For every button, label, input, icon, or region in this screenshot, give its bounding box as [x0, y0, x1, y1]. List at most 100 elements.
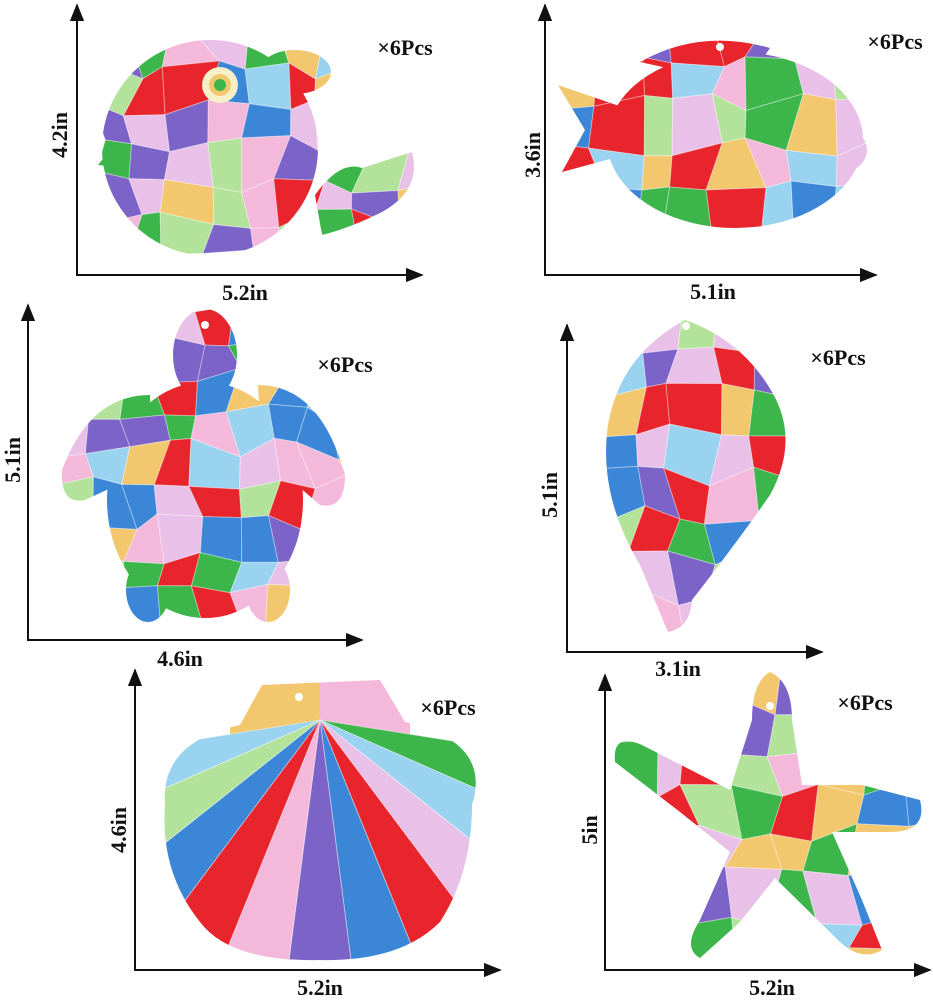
mosaic-patch	[87, 550, 125, 589]
quantity: ×6Pcs	[810, 345, 866, 370]
mosaic-patch	[347, 475, 375, 517]
mosaic-patch	[98, 139, 133, 180]
mosaic-patch	[303, 309, 343, 337]
mosaic-patch	[642, 320, 683, 354]
mosaic-patch	[82, 309, 120, 350]
mosaic-patch	[397, 211, 414, 256]
mosaic-patch	[638, 40, 672, 64]
mosaic-patch	[244, 40, 290, 70]
mosaic-patch	[296, 585, 345, 622]
mosaic-patch	[766, 714, 826, 758]
mosaic-patch	[744, 596, 786, 632]
mosaic-patch	[828, 214, 867, 228]
mosaic-patch	[240, 103, 292, 139]
mosaic-patch	[61, 338, 91, 378]
height: 3.6in	[520, 132, 545, 178]
mosaic-patch	[630, 215, 684, 228]
craft-shape	[164, 680, 476, 961]
axis-arrows	[537, 3, 878, 283]
mosaic-patch	[680, 916, 737, 958]
mosaic-patch	[118, 309, 162, 342]
mosaic-patch	[826, 40, 867, 66]
mosaic-patch	[637, 186, 671, 223]
mosaic-patch	[596, 40, 644, 64]
craft-shape	[558, 40, 867, 261]
mosaic-patch	[346, 632, 374, 675]
mosaic-patch	[350, 208, 401, 256]
mosaic-patch	[799, 391, 828, 436]
mosaic-patch	[558, 40, 600, 76]
mosaic-patch	[847, 823, 912, 877]
mosaic-patch	[712, 235, 761, 257]
mosaic-patch	[641, 863, 692, 927]
mosaic-patch	[793, 508, 836, 556]
mosaic-patch	[656, 695, 687, 743]
mosaic-patch	[606, 550, 636, 600]
shapes	[51, 24, 922, 1000]
mosaic-patch	[794, 429, 829, 487]
mosaic-patch	[229, 583, 269, 622]
mosaic-patch	[614, 796, 658, 831]
mosaic-patch	[679, 740, 733, 786]
axis-arrows	[559, 323, 824, 660]
eye	[214, 79, 226, 91]
mosaic-patch	[314, 96, 370, 156]
hang-hole	[682, 322, 690, 330]
mosaic-patch	[642, 56, 674, 99]
mosaic-patch	[677, 597, 714, 632]
mosaic-patch	[646, 954, 695, 958]
mosaic-patch	[61, 410, 90, 460]
mosaic-patch	[774, 672, 827, 716]
hang-hole	[295, 693, 303, 701]
mosaic-patch	[754, 234, 794, 261]
mosaic-patch	[117, 334, 162, 384]
mosaic-patch	[704, 596, 764, 632]
height: 4.2in	[47, 112, 72, 158]
mosaic-patch	[558, 225, 597, 228]
mosaic-patch	[558, 105, 595, 149]
mosaic-patch	[783, 40, 834, 66]
mosaic-patch	[614, 954, 659, 958]
mosaic-patch	[558, 61, 598, 112]
mosaic-patch	[848, 947, 910, 958]
mosaic-patch	[793, 214, 835, 228]
mosaic-patch	[910, 865, 922, 912]
mosaic-patch	[297, 620, 345, 622]
mosaic-patch	[754, 320, 786, 367]
axis-arrows	[20, 303, 364, 648]
mosaic-patch	[302, 509, 345, 564]
mosaic-patch	[61, 549, 98, 593]
mosaic-patch	[51, 629, 88, 673]
width: 5.2in	[749, 975, 795, 1000]
mosaic-patch	[61, 476, 94, 528]
mosaic-patch	[764, 923, 819, 958]
axis-arrows	[597, 673, 932, 978]
width: 4.6in	[157, 646, 203, 671]
mosaic-patch	[664, 186, 713, 228]
mosaic-patch	[753, 466, 786, 521]
mosaic-patch	[595, 187, 643, 227]
mosaic-patch	[265, 583, 312, 622]
quantity: ×6Pcs	[377, 35, 433, 60]
height: 4.6in	[106, 807, 131, 853]
craft-shape	[606, 320, 836, 632]
quantity: ×6Pcs	[837, 690, 893, 715]
hang-hole	[766, 702, 774, 710]
mosaic-patch	[680, 961, 739, 1000]
mosaic-patch	[908, 820, 922, 871]
mosaic-patch	[889, 695, 922, 760]
mosaic-patch	[331, 406, 345, 461]
mosaic-patch	[82, 631, 134, 670]
mosaic-patch	[264, 620, 299, 622]
mosaic-patch	[680, 863, 733, 927]
axis-arrows	[69, 3, 424, 283]
mosaic-patch	[748, 389, 786, 437]
mosaic-patch	[388, 63, 414, 110]
hang-hole	[233, 24, 241, 32]
hang-hole	[201, 321, 209, 329]
mosaic-patch	[359, 95, 410, 156]
mosaic-patch	[908, 909, 922, 953]
width: 3.1in	[655, 656, 701, 681]
